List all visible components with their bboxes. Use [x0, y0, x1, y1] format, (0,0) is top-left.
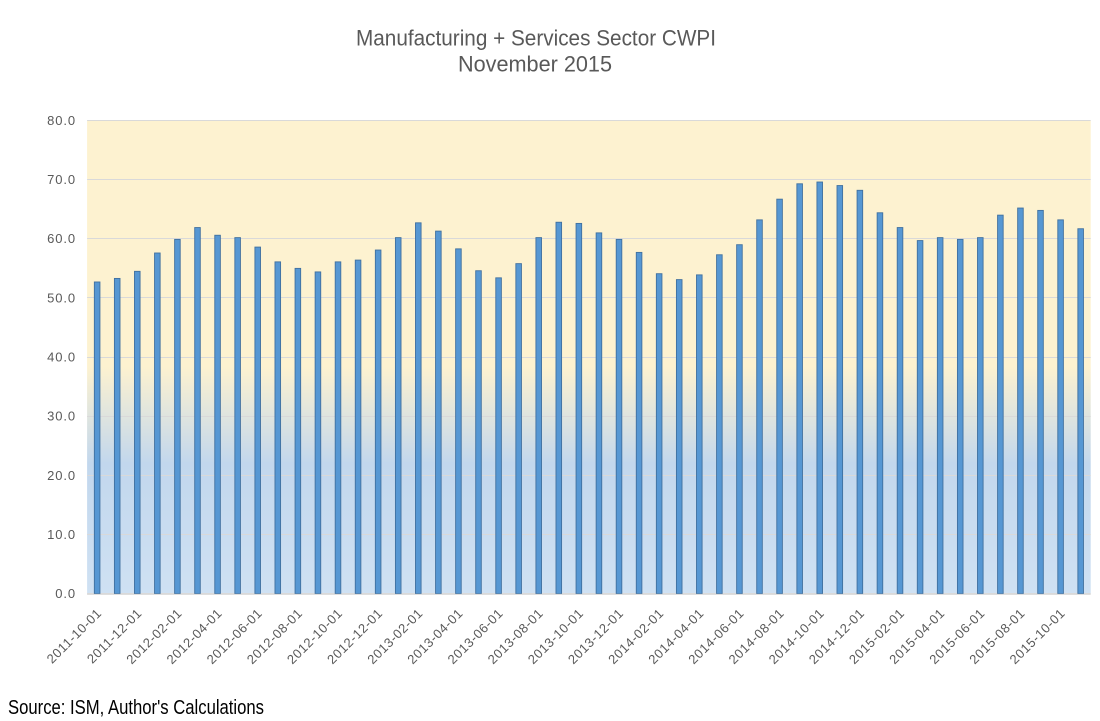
svg-text:50.0: 50.0 — [47, 290, 76, 305]
svg-text:0.0: 0.0 — [55, 586, 76, 601]
svg-text:Manufacturing + Services Secto: Manufacturing + Services Sector CWPI — [356, 26, 716, 51]
svg-text:20.0: 20.0 — [47, 468, 76, 483]
svg-text:30.0: 30.0 — [47, 409, 76, 424]
svg-text:40.0: 40.0 — [47, 350, 76, 365]
svg-text:10.0: 10.0 — [47, 527, 76, 542]
svg-text:70.0: 70.0 — [47, 172, 76, 187]
svg-text:November 2015: November 2015 — [458, 52, 612, 77]
svg-text:60.0: 60.0 — [47, 231, 76, 246]
svg-text:80.0: 80.0 — [47, 113, 76, 128]
svg-text:Source: ISM, Author's Calculat: Source: ISM, Author's Calculations — [8, 697, 264, 719]
